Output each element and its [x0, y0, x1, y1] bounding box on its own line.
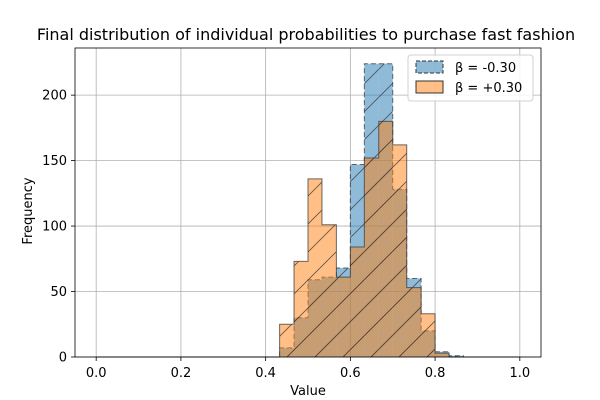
histogram-bars	[96, 63, 520, 358]
bar-beta-pos-hatch	[392, 144, 407, 357]
x-axis-label: Value	[290, 384, 326, 399]
y-axis-label: Frequency	[21, 177, 36, 244]
legend-label-beta-neg: β = -0.30	[455, 61, 516, 76]
y-tick-label: 100	[42, 220, 67, 235]
legend: β = -0.30 β = +0.30	[407, 54, 534, 102]
bar-beta-neg-hatch	[449, 355, 464, 357]
legend-label-beta-pos: β = +0.30	[455, 81, 522, 96]
plot-border	[74, 47, 542, 358]
x-tick-label: 0.0	[86, 366, 107, 381]
x-tick-label: 0.8	[425, 366, 446, 381]
bar-beta-pos-hatch	[378, 121, 393, 357]
bar-beta-pos-hatch	[435, 353, 450, 357]
bar-beta-pos-hatch	[350, 247, 365, 357]
y-tick-label: 200	[42, 89, 67, 104]
bar-beta-pos-hatch	[421, 313, 436, 357]
axis-ticks: 0.0 0.2 0.4 0.6 0.8 1.0 0 50 100 150 200	[42, 89, 530, 381]
bar-beta-pos-hatch	[336, 277, 351, 357]
legend-swatch-beta-pos	[415, 80, 444, 94]
bar-beta-pos-hatch	[406, 287, 422, 357]
legend-swatch-beta-neg	[415, 60, 444, 74]
x-tick-label: 0.2	[171, 366, 192, 381]
y-tick-label: 0	[59, 351, 67, 366]
bar-beta-pos-hatch	[321, 224, 337, 357]
y-tick-label: 150	[42, 154, 67, 169]
bar-beta-pos-hatch	[279, 324, 295, 357]
bar-beta-pos-hatch	[308, 178, 322, 357]
axes-frame	[74, 47, 542, 358]
x-tick-label: 0.4	[255, 366, 276, 381]
y-tick-label: 50	[50, 285, 67, 300]
x-tick-label: 1.0	[509, 366, 530, 381]
chart-title: Final distribution of individual probabi…	[37, 25, 575, 44]
x-tick-label: 0.6	[340, 366, 361, 381]
bar-beta-pos-hatch	[294, 261, 308, 357]
bar-beta-pos-hatch	[364, 157, 379, 357]
